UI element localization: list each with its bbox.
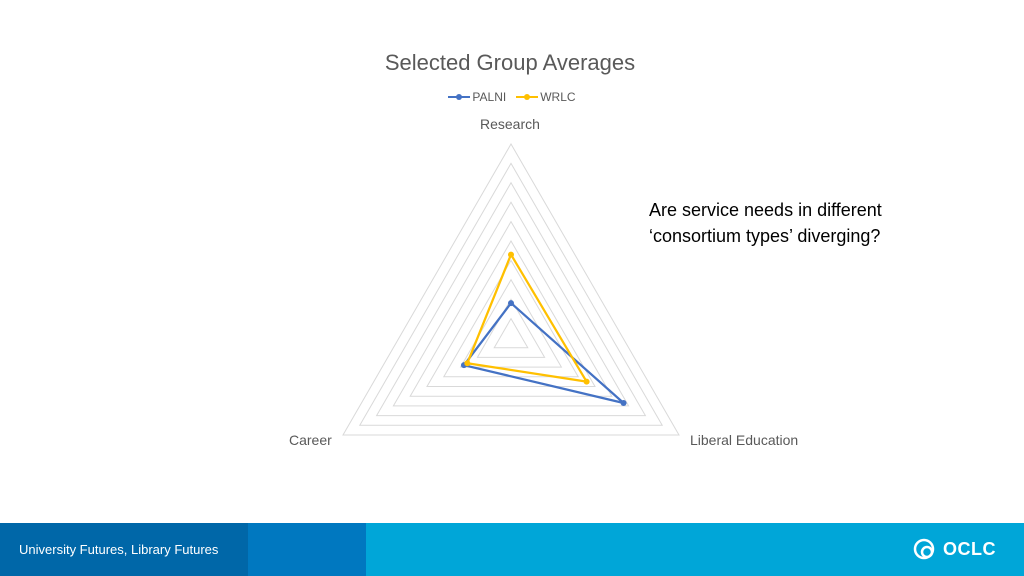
chart-title: Selected Group Averages (384, 50, 636, 75)
side-question-text: Are service needs in different ‘consorti… (649, 200, 882, 246)
oclc-logo: OCLC (913, 537, 996, 561)
grid-ring (476, 298, 546, 358)
radar-series (460, 251, 627, 406)
grid-ring (358, 162, 664, 426)
point-palni-research (508, 300, 514, 307)
footer-mid-panel (248, 523, 366, 576)
grid-ring (493, 317, 529, 349)
legend-swatch-palni (448, 94, 471, 100)
grid-ring (375, 181, 647, 417)
axis-label-research: Research (480, 116, 540, 132)
grid-ring (392, 201, 630, 407)
point-palni-liberal-education (620, 399, 627, 406)
series-line-wrlc (466, 253, 588, 383)
grid-ring (342, 142, 680, 436)
point-wrlc-career (464, 360, 471, 367)
legend-label-palni: PALNI (472, 90, 507, 104)
radar-grid (342, 142, 680, 436)
point-wrlc-research (508, 251, 514, 258)
legend-swatch-wrlc (516, 94, 539, 100)
footer-text: University Futures, Library Futures (19, 542, 219, 557)
axis-label-liberal-education: Liberal Education (690, 432, 799, 448)
legend-label-wrlc: WRLC (540, 90, 576, 104)
grid-ring (409, 220, 613, 397)
oclc-logo-icon (913, 538, 935, 560)
legend-item-wrlc: WRLC (516, 90, 576, 104)
axis-label-career: Career (289, 432, 332, 448)
grid-ring (426, 239, 596, 387)
chart-legend: PALNI WRLC (0, 90, 1024, 104)
footer-right-panel: OCLC (366, 523, 1024, 576)
series-line-palni (462, 301, 625, 405)
footer-bar: University Futures, Library Futures OCLC (0, 523, 1024, 576)
footer-left-panel: University Futures, Library Futures (0, 523, 248, 576)
legend-item-palni: PALNI (448, 90, 506, 104)
point-wrlc-liberal-education (583, 378, 590, 385)
grid-ring (459, 278, 563, 368)
oclc-logo-text: OCLC (943, 538, 996, 559)
